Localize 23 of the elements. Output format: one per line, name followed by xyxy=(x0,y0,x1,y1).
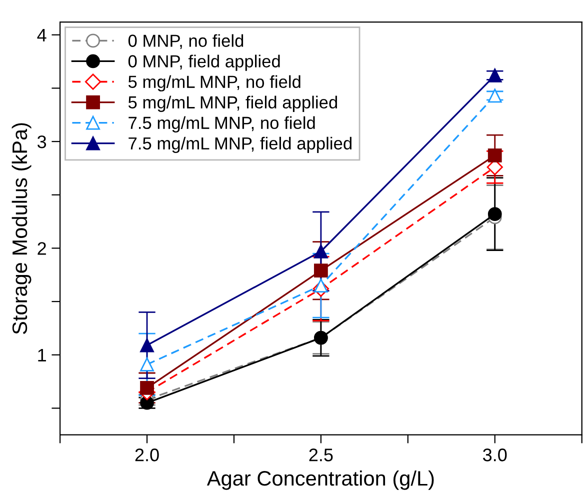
legend-label: 7.5 mg/mL MNP, field applied xyxy=(128,136,352,153)
y-tick-label: 3 xyxy=(38,135,46,148)
y-tick-label: 1 xyxy=(38,348,46,362)
point xyxy=(140,380,154,395)
y-tick-label: 2 xyxy=(38,242,46,255)
legend-label: 0 MNP, field applied xyxy=(128,54,280,71)
point xyxy=(140,358,154,372)
legend-label: 7.5 mg/mL MNP, no field xyxy=(128,116,315,132)
point xyxy=(314,278,328,292)
point xyxy=(314,244,328,258)
x-tick-label: 2.0 xyxy=(135,448,159,462)
point xyxy=(314,264,328,278)
legend-label: 5 mg/mL MNP, no field xyxy=(128,75,300,92)
x-tick-label: 2.5 xyxy=(309,448,333,462)
y-axis-title: Storage Modulus (kPa) xyxy=(12,123,32,334)
point xyxy=(488,207,502,221)
point xyxy=(140,338,154,352)
legend-label: 0 MNP, no field xyxy=(128,34,244,49)
x-tick-label: 3.0 xyxy=(483,448,507,462)
point xyxy=(488,148,502,162)
x-axis-title: Agar Concentration (g/L) xyxy=(206,470,434,490)
y-tick-label: 4 xyxy=(37,28,46,42)
legend-label: 5 mg/mL MNP, field applied xyxy=(128,96,337,112)
